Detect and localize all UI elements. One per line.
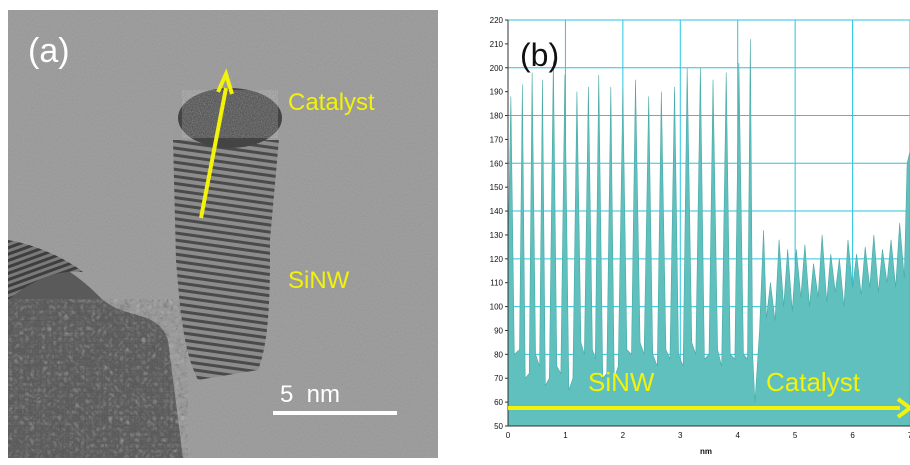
catalyst-label: Catalyst bbox=[288, 89, 375, 116]
direction-arrow-head bbox=[896, 397, 910, 419]
y-tick-label: 80 bbox=[494, 350, 503, 359]
y-tick-label: 190 bbox=[490, 88, 504, 97]
intensity-area bbox=[507, 39, 910, 427]
y-tick-label: 160 bbox=[490, 159, 504, 168]
x-tick-label: 7 bbox=[908, 431, 910, 440]
y-tick-label: 100 bbox=[490, 303, 504, 312]
substrate-fringes bbox=[8, 240, 83, 300]
y-tick-label: 60 bbox=[494, 398, 503, 407]
y-tick-label: 130 bbox=[490, 231, 504, 240]
x-tick-label: 2 bbox=[621, 431, 626, 440]
y-tick-label: 70 bbox=[494, 374, 503, 383]
scale-bar bbox=[273, 411, 397, 415]
tem-image-panel: (a) Catalyst SiNW 5 nm bbox=[8, 10, 438, 458]
tem-image: (a) Catalyst SiNW 5 nm bbox=[8, 10, 438, 458]
y-tick-label: 210 bbox=[490, 40, 504, 49]
y-tick-label: 50 bbox=[494, 422, 503, 431]
y-tick-label: 140 bbox=[490, 207, 504, 216]
arrow-shaft bbox=[199, 87, 228, 219]
y-tick-label: 110 bbox=[490, 279, 503, 288]
y-tick-label: 170 bbox=[490, 135, 504, 144]
y-tick-label: 150 bbox=[490, 183, 504, 192]
intensity-profile-panel: 0 1 2 3 4 5 6 7 50 60 70 80 90 100 110 120 130 140 150 160 1… bbox=[470, 8, 910, 460]
intensity-chart: 0 1 2 3 4 5 6 7 50 60 70 80 90 100 110 120 130 140 150 160 1… bbox=[490, 16, 910, 456]
arrow-head bbox=[216, 68, 234, 95]
x-tick-label: 6 bbox=[850, 431, 855, 440]
x-tick-label: 1 bbox=[563, 431, 568, 440]
y-tick-label: 120 bbox=[490, 255, 504, 264]
catalyst-annotation: Catalyst bbox=[766, 367, 861, 397]
lattice-fringes bbox=[173, 140, 279, 380]
y-tick-label: 180 bbox=[490, 112, 504, 121]
x-axis-label: nm bbox=[700, 447, 712, 456]
x-tick-label: 3 bbox=[678, 431, 683, 440]
panel-a-label: (a) bbox=[28, 32, 70, 70]
y-tick-label: 200 bbox=[490, 64, 504, 73]
x-tick-label: 5 bbox=[793, 431, 798, 440]
scale-bar-label: 5 nm bbox=[280, 381, 340, 408]
y-tick-label: 90 bbox=[494, 326, 503, 335]
sinw-label: SiNW bbox=[288, 267, 350, 294]
plot-area bbox=[507, 39, 910, 427]
x-tick-label: 0 bbox=[506, 431, 511, 440]
panel-b-label: (b) bbox=[520, 37, 559, 73]
axes: 0 1 2 3 4 5 6 7 50 60 70 80 90 100 110 120 130 140 150 160 1… bbox=[490, 16, 910, 440]
y-tick-label: 220 bbox=[490, 16, 504, 25]
x-tick-label: 4 bbox=[735, 431, 740, 440]
sinw-annotation: SiNW bbox=[588, 367, 655, 397]
